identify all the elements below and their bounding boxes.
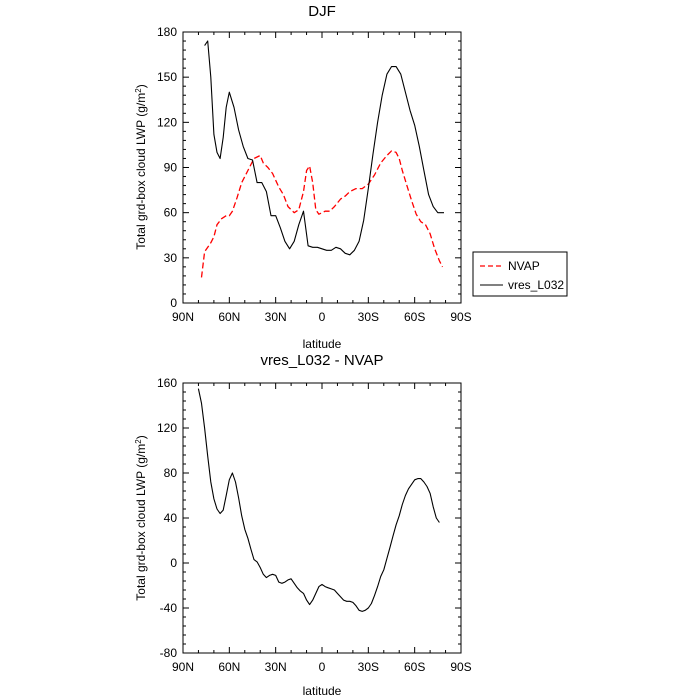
- x-tick-label: 90S: [450, 660, 471, 674]
- x-tick-label: 30N: [265, 310, 287, 324]
- series-group: [200, 40, 444, 278]
- plot-frame: [182, 382, 462, 654]
- legend-label-vres: vres_L032: [508, 278, 564, 292]
- legend: NVAP vres_L032: [472, 251, 568, 297]
- x-tick-label: 60S: [404, 310, 425, 324]
- y-tick-label: 30: [164, 251, 178, 265]
- y-tick-label: -80: [160, 646, 178, 660]
- y-axis-title-sup: 2: [134, 88, 143, 93]
- y-tick-label: 180: [157, 25, 177, 39]
- x-tick-label: 30S: [358, 310, 379, 324]
- y-tick-label: 160: [157, 376, 177, 390]
- axis-ticks: -80 -40 0 40 80 120 160 90N 60N 30N 0 30S 60S 90S: [157, 376, 472, 674]
- y-tick-label: 150: [157, 70, 177, 84]
- series-line-nvap: [200, 150, 444, 278]
- y-axis-title-close: ): [134, 435, 148, 439]
- y-tick-label: 120: [157, 421, 177, 435]
- y-axis-title-close: ): [134, 84, 148, 88]
- axis-ticks: 0 30 60 90 120 150 180 90N 60N 30N 0 30S 60S 90S: [157, 25, 472, 324]
- plot-frame: [182, 31, 462, 304]
- x-axis-title: latitude: [303, 684, 342, 698]
- x-tick-label: 60N: [218, 660, 240, 674]
- x-tick-label: 30S: [358, 660, 379, 674]
- y-axis-title: Total grd-box cloud LWP (g/m2): [134, 435, 148, 600]
- y-axis-title: Total grd-box cloud LWP (g/m2): [134, 84, 148, 249]
- y-tick-label: -40: [160, 601, 178, 615]
- x-tick-label: 90S: [450, 310, 471, 324]
- chart-title: DJF: [308, 3, 336, 20]
- x-tick-label: 90N: [172, 310, 194, 324]
- y-tick-label: 0: [170, 296, 177, 310]
- y-axis-title-sup: 2: [134, 439, 143, 444]
- series-line-vres-l032: [204, 40, 444, 256]
- legend-box: [472, 251, 568, 297]
- chart-difference: vres_L032 - NVAP -80 -40 0 40 80 120 160 90N 60N…: [134, 352, 472, 698]
- y-tick-label: 60: [164, 206, 178, 220]
- y-tick-label: 120: [157, 115, 177, 129]
- y-axis-title-main: Total grd-box cloud LWP (g/m: [134, 93, 148, 250]
- series-group: [197, 388, 440, 612]
- x-tick-label: 30N: [265, 660, 287, 674]
- y-tick-label: 0: [170, 556, 177, 570]
- y-tick-label: 90: [164, 161, 178, 175]
- y-tick-label: 80: [164, 466, 178, 480]
- x-tick-label: 0: [319, 310, 326, 324]
- y-tick-label: 40: [164, 511, 178, 525]
- x-tick-label: 60S: [404, 660, 425, 674]
- series-line-vres-l032-nvap: [197, 388, 440, 612]
- x-axis-title: latitude: [303, 337, 342, 351]
- legend-label-nvap: NVAP: [508, 259, 540, 273]
- chart-title: vres_L032 - NVAP: [260, 352, 383, 369]
- x-tick-label: 0: [319, 660, 326, 674]
- x-tick-label: 60N: [218, 310, 240, 324]
- x-tick-label: 90N: [172, 660, 194, 674]
- y-axis-title-main: Total grd-box cloud LWP (g/m: [134, 444, 148, 601]
